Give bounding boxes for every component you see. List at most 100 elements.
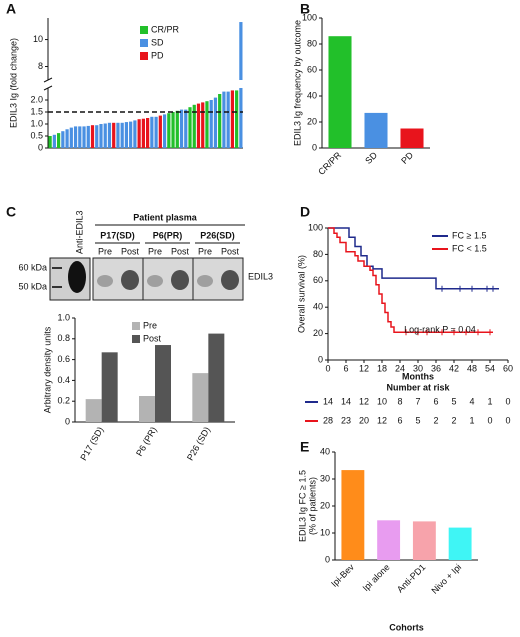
y-axis-label: EDIL3 Ig FC ≥ 1.5 [297,470,307,542]
bar [230,90,235,148]
bar [133,120,137,148]
panel-letter: C [6,204,16,220]
bar [52,134,56,148]
y-tick-label: 40 [307,90,317,100]
bar [69,127,73,148]
bar [48,136,52,148]
x-tick-label: 24 [395,363,405,373]
at-risk-count: 20 [359,415,369,425]
x-tick-label: 60 [503,363,513,373]
at-risk-count: 14 [323,396,333,406]
bar [239,22,243,80]
bar [167,113,171,148]
bar [158,115,162,148]
bar [139,396,155,422]
survival-curve [328,227,499,290]
blot-band [68,261,86,293]
y-tick-label: 60 [313,275,323,285]
bar [141,118,145,148]
timepoint-label: Pre [148,246,162,256]
bar [208,333,225,422]
bar [86,125,90,148]
y-tick-label: 0 [325,554,330,564]
bar [155,345,171,422]
y-tick-label: 1.0 [30,118,43,128]
at-risk-count: 0 [487,415,492,425]
y-tick-label: 20 [313,328,323,338]
x-tick-label: 0 [325,363,330,373]
timepoint-label: Post [121,246,140,256]
panel-letter: B [300,1,310,17]
bar [146,118,150,148]
blot-band [147,275,163,287]
y-axis-label: Overall survival (%) [296,255,306,333]
y-tick-label: 1.5 [30,106,43,116]
blot-band [221,270,239,290]
y-tick-label: 100 [302,12,317,22]
y-tick-label: 0.8 [57,333,70,343]
at-risk-count: 5 [451,396,456,406]
at-risk-count: 12 [377,415,387,425]
bar [65,129,69,148]
legend-label: PD [151,50,164,60]
y-tick-label: 80 [307,38,317,48]
group-label: Patient plasma [133,212,198,222]
x-tick-label: 30 [413,363,423,373]
legend-label: SD [151,37,164,47]
timepoint-label: Post [221,246,240,256]
x-tick-label: 6 [343,363,348,373]
bar [56,133,61,148]
x-tick-label: P6 (PR) [134,425,159,458]
at-risk-count: 28 [323,415,333,425]
y-axis-label: EDIL3 Ig frequency by outcome [292,20,302,146]
bar [175,110,179,148]
at-risk-count: 8 [397,396,402,406]
bar [150,116,154,148]
bar [112,122,116,148]
y-axis-label: (% of patients) [307,477,317,535]
y-tick-label: 10 [33,34,43,44]
legend-label: FC ≥ 1.5 [452,230,486,240]
panel-letter: E [300,439,309,455]
band-label: EDIL3 [248,271,273,281]
at-risk-count: 12 [359,396,369,406]
bar [205,101,209,148]
y-tick-label: 0.6 [57,354,70,364]
y-tick-label: 0.4 [57,375,70,385]
bar [341,470,365,560]
y-tick-label: 0.2 [57,396,70,406]
x-tick-label: 18 [377,363,387,373]
bar [192,104,196,148]
x-tick-label: 54 [485,363,495,373]
y-tick-label: 40 [320,446,330,456]
at-risk-count: 6 [433,396,438,406]
at-risk-count: 0 [505,396,510,406]
at-risk-count: 6 [397,415,402,425]
x-tick-label: Nivo + Ipi [429,562,463,596]
blot-band [197,275,213,287]
legend-swatch [132,335,140,343]
x-tick-label: Ipi-Bev [329,562,356,589]
bar [129,121,133,148]
bar [196,103,201,148]
legend-label: Pre [143,320,157,330]
bar [448,527,472,560]
x-tick-label: 36 [431,363,441,373]
axis-break [43,77,53,83]
bar [226,91,230,148]
bar [179,109,184,148]
y-tick-label: 0 [312,142,317,152]
bar [116,122,120,148]
marker-label: 50 kDa [18,281,47,291]
blot-band [97,275,113,287]
risk-label: Number at risk [386,382,450,392]
x-tick-label: Anti-PD1 [395,562,428,595]
timepoint-label: Pre [98,246,112,256]
bar [400,128,424,148]
y-axis-label: Arbitrary density units [42,326,52,413]
bar [218,94,222,148]
at-risk-count: 0 [505,415,510,425]
bar [99,124,103,148]
legend-swatch [140,52,148,60]
bar [120,122,124,148]
